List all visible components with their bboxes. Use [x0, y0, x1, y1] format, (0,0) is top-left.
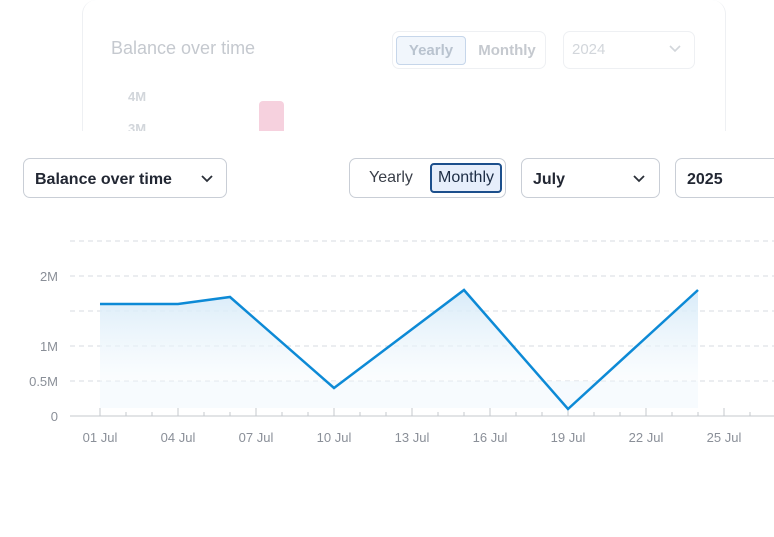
x-tick-label: 10 Jul: [317, 430, 352, 445]
y-tick-label: 1M: [40, 339, 58, 354]
background-year-select: [563, 31, 695, 69]
y-tick-label: 2M: [40, 269, 58, 284]
toggle-yearly[interactable]: Yearly: [369, 169, 413, 186]
metric-select[interactable]: Balance over time: [23, 158, 227, 198]
month-select[interactable]: July: [521, 158, 660, 198]
month-select-value: July: [533, 171, 566, 188]
background-toggle-monthly: Monthly: [478, 42, 536, 59]
x-tick-label: 16 Jul: [473, 430, 508, 445]
year-select[interactable]: 2025: [675, 158, 774, 198]
background-y-tick: 4M: [128, 89, 147, 104]
metric-select-value: Balance over time: [35, 171, 172, 188]
y-tick-label: 0: [51, 409, 58, 424]
background-year-value: 2024: [572, 41, 606, 58]
chevron-down-icon: [201, 175, 213, 183]
toggle-monthly[interactable]: Monthly: [430, 163, 502, 193]
year-select-value: 2025: [687, 171, 723, 188]
y-tick-label: 0.5M: [29, 374, 58, 389]
x-tick-label: 04 Jul: [161, 430, 196, 445]
series-area-fade: [100, 381, 698, 408]
chevron-down-icon: [633, 175, 645, 183]
period-toggle: Yearly Monthly: [349, 158, 506, 198]
x-tick-label: 07 Jul: [239, 430, 274, 445]
background-period-toggle: [392, 31, 546, 69]
x-tick-label: 13 Jul: [395, 430, 430, 445]
x-tick-label: 22 Jul: [629, 430, 664, 445]
background-card-title: Balance over time: [111, 38, 256, 58]
series-area: [100, 290, 698, 409]
x-tick-label: 01 Jul: [83, 430, 118, 445]
background-toggle-yearly: Yearly: [396, 36, 466, 65]
chevron-down-icon: [669, 45, 681, 53]
x-tick-label: 25 Jul: [707, 430, 742, 445]
x-tick-label: 19 Jul: [551, 430, 586, 445]
